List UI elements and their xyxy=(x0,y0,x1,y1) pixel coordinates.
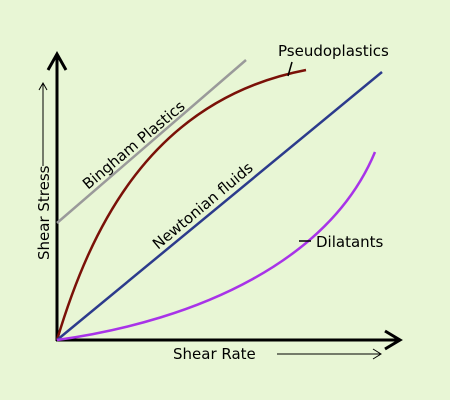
pseudoplastic-label: Pseudoplastics xyxy=(278,42,389,60)
y-label-arrowhead xyxy=(38,81,48,91)
bingham-line xyxy=(56,59,247,224)
newtonian-line xyxy=(56,71,383,341)
newtonian-label: Newtonian fluids xyxy=(149,159,257,253)
pseudoplastic-curve xyxy=(55,68,307,341)
dilatant-label: Dilatants xyxy=(316,233,384,251)
y-axis-arrowhead xyxy=(46,50,68,71)
x-label-arrowhead xyxy=(372,348,382,360)
y-axis-label: Shear Stress xyxy=(35,165,53,260)
x-axis-arrowhead xyxy=(384,329,403,351)
pseudoplastic-leader xyxy=(287,61,293,77)
x-axis-label: Shear Rate xyxy=(173,345,256,363)
dilatant-curve xyxy=(56,151,377,342)
